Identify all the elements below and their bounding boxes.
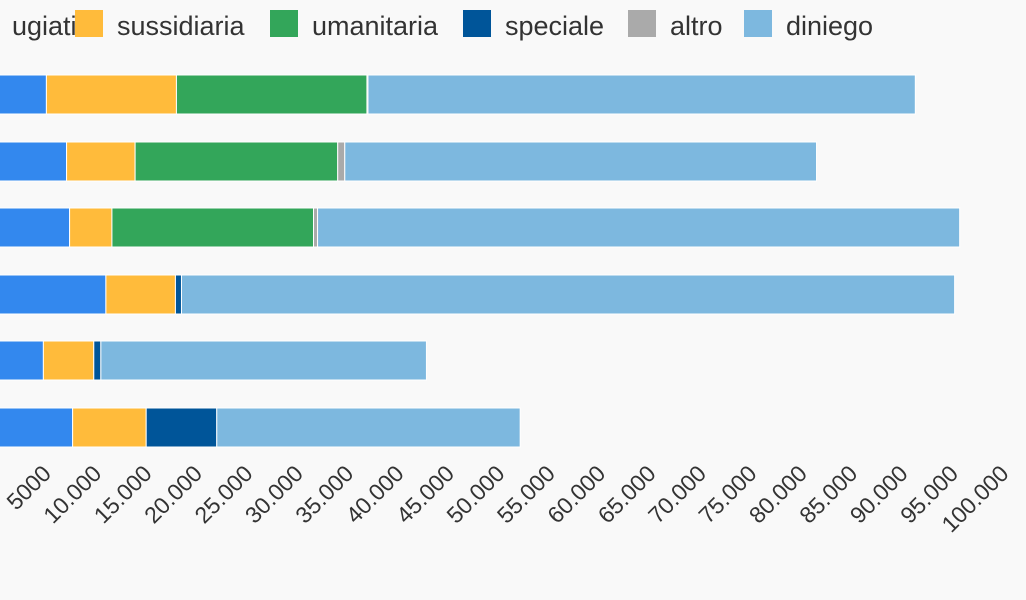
legend-label-altro: altro xyxy=(670,11,723,41)
legend-swatch-sussidiaria xyxy=(75,10,103,37)
bar-segment-rifugiati xyxy=(0,74,47,115)
legend-label-speciale: speciale xyxy=(505,11,604,41)
bar-segment-rifugiati xyxy=(0,407,74,448)
bar-segment-sussidiaria xyxy=(69,207,113,248)
bar-segment-diniego xyxy=(216,407,521,448)
bar-segment-rifugiati xyxy=(0,207,71,248)
legend-swatch-altro xyxy=(628,10,656,37)
legend: ugiati sussidiaria umanitaria speciale altro… xyxy=(12,10,873,41)
legend-swatch-speciale xyxy=(463,10,491,37)
bar-segment-umanitaria xyxy=(111,207,315,248)
bar-segment-altro xyxy=(313,207,319,248)
bar-segment-rifugiati xyxy=(0,141,68,182)
bar-segment-rifugiati xyxy=(0,274,107,315)
bar-segment-diniego xyxy=(367,74,916,115)
bar-segment-sussidiaria xyxy=(105,274,176,315)
legend-label-diniego: diniego xyxy=(786,11,873,41)
x-axis: 0500010.00015.00020.00025.00030.00035.00… xyxy=(0,460,1014,537)
bar-segment-speciale xyxy=(145,407,218,448)
bar-segment-sussidiaria xyxy=(45,74,177,115)
legend-label-rifugiati: ugiati xyxy=(12,11,77,41)
legend-swatch-diniego xyxy=(744,10,772,37)
bar-segment-sussidiaria xyxy=(42,340,95,381)
x-tick-label: 0 xyxy=(0,460,6,487)
bars xyxy=(0,74,961,448)
legend-swatch-umanitaria xyxy=(270,10,298,37)
bar-segment-diniego xyxy=(180,274,956,315)
legend-label-umanitaria: umanitaria xyxy=(312,11,439,41)
bar-segment-diniego xyxy=(344,141,818,182)
bar-segment-sussidiaria xyxy=(66,141,136,182)
bar-segment-rifugiati xyxy=(0,340,44,381)
bar-segment-sussidiaria xyxy=(72,407,147,448)
bar-segment-speciale xyxy=(174,274,182,315)
bar-segment-umanitaria xyxy=(175,74,368,115)
bar-segment-diniego xyxy=(100,340,427,381)
bar-segment-diniego xyxy=(317,207,961,248)
legend-label-sussidiaria: sussidiaria xyxy=(117,11,246,41)
bar-segment-speciale xyxy=(93,340,102,381)
bar-segment-umanitaria xyxy=(134,141,339,182)
bar-segment-altro xyxy=(337,141,346,182)
